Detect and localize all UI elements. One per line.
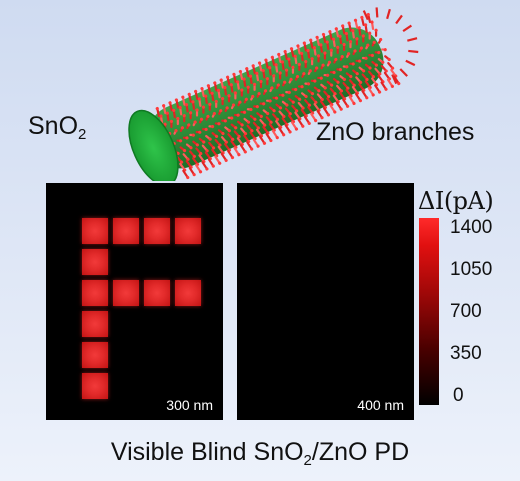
colorbar-tick: 700	[450, 301, 482, 322]
map-pixel	[113, 218, 139, 244]
zno-branch-shell	[148, 27, 384, 169]
zno-branches-label: ZnO branches	[316, 118, 475, 146]
map-pixel	[82, 249, 108, 275]
map-pixel	[82, 218, 108, 244]
colorbar-tick: 0	[453, 385, 464, 406]
map-pixel	[82, 311, 108, 337]
letter-f-pattern	[82, 218, 207, 399]
map-pixel	[144, 218, 170, 244]
sno2-core-end	[128, 109, 179, 181]
map-pixel	[113, 280, 139, 306]
nanowire-illustration	[128, 7, 419, 181]
map-pixel	[82, 280, 108, 306]
map-pixel	[82, 342, 108, 368]
map-pixel	[175, 218, 201, 244]
sno2-label: SnO2	[28, 112, 87, 143]
colorbar-tick: 1050	[450, 259, 493, 280]
wavelength-label: 400 nm	[357, 397, 404, 413]
colorbar	[419, 218, 439, 405]
map-pixel	[82, 373, 108, 399]
wavelength-label: 300 nm	[166, 397, 213, 413]
map-pixel	[144, 280, 170, 306]
colorbar-title: ΔI(pA)	[418, 187, 494, 215]
photocurrent-map-300nm: 300 nm	[46, 183, 223, 420]
colorbar-tick: 1400	[450, 217, 493, 238]
photocurrent-map-400nm: 400 nm	[237, 183, 414, 420]
map-pixel	[175, 280, 201, 306]
figure-caption: Visible Blind SnO2/ZnO PD	[110, 438, 410, 469]
colorbar-tick: 350	[450, 343, 482, 364]
zno-branches	[155, 7, 419, 180]
